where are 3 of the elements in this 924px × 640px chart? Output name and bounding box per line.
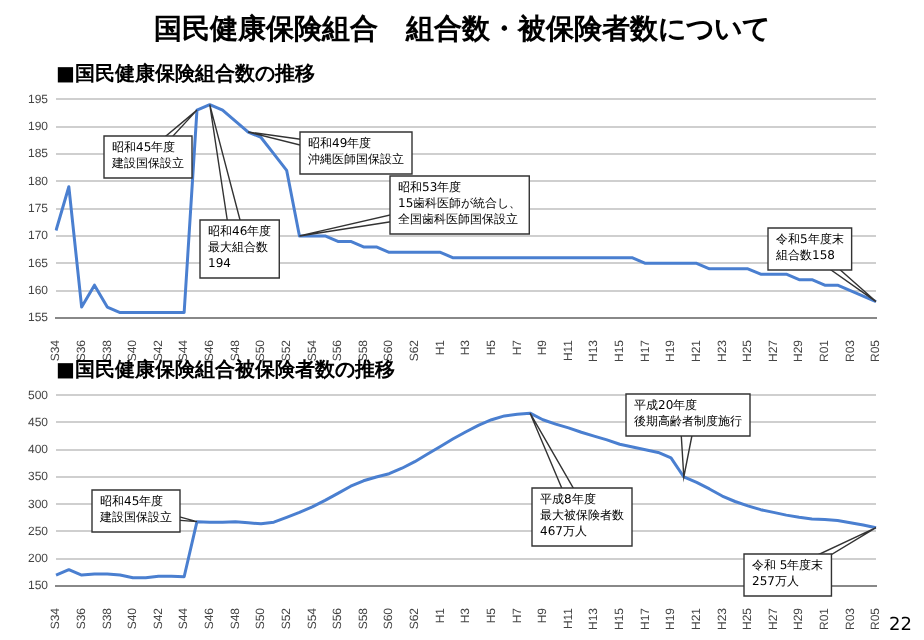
chart-subtitle: ■国民健康保険組合数の推移 xyxy=(56,61,315,88)
chart-title: 国民健康保険組合 組合数・被保険者数について xyxy=(152,12,772,48)
text: 22 xyxy=(889,616,912,636)
